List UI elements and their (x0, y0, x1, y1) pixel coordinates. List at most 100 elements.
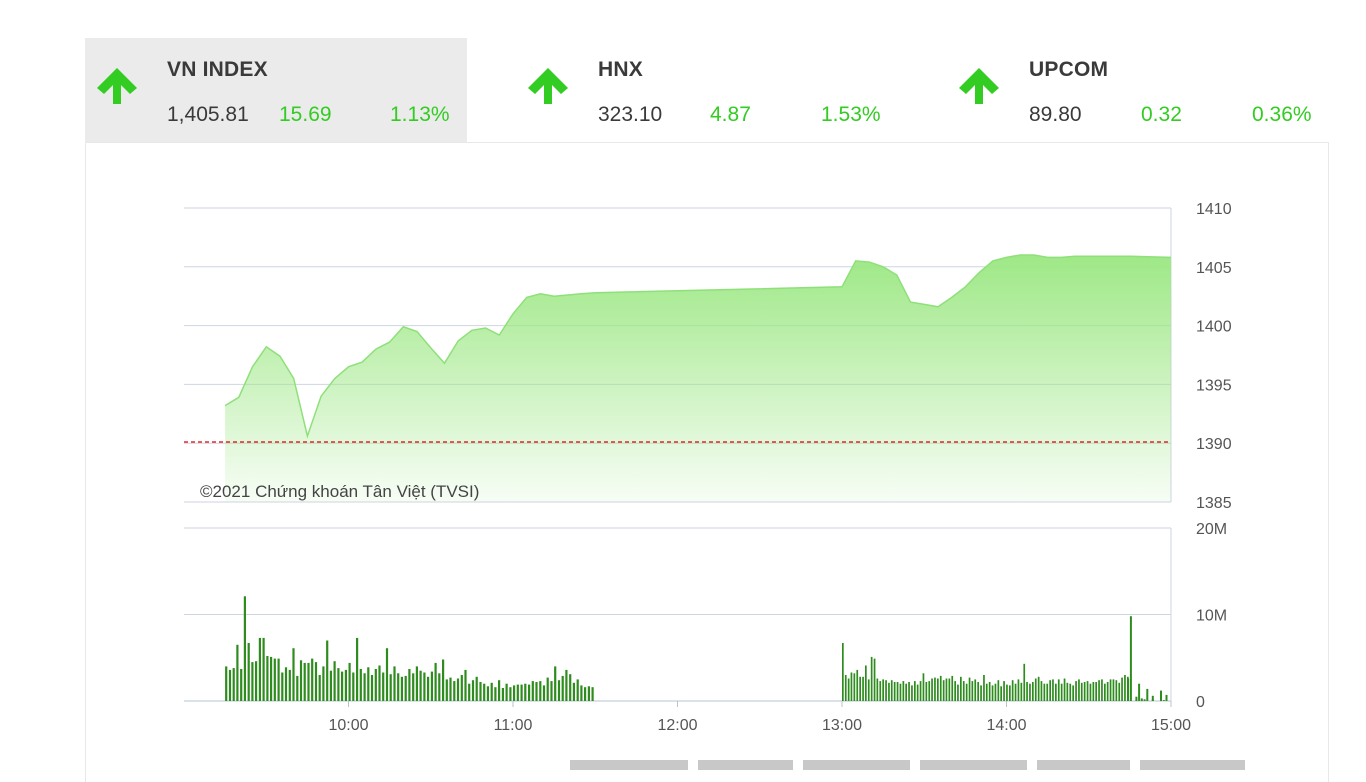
volume-bar (1140, 698, 1143, 701)
range-button-5[interactable] (1037, 760, 1130, 770)
volume-tick-label: 0 (1196, 694, 1205, 711)
range-button-1[interactable] (570, 760, 688, 770)
volume-bar (951, 675, 954, 701)
price-line (224, 254, 1172, 439)
volume-bar (954, 681, 956, 701)
volume-bar (565, 669, 568, 701)
volume-bar (389, 674, 392, 701)
volume-bar (1003, 681, 1005, 701)
volume-bar (292, 648, 295, 701)
volume-bar (1026, 682, 1028, 701)
index-value: 1,405.81 (167, 103, 249, 126)
index-value: 89.80 (1029, 103, 1082, 126)
volume-bar (486, 686, 489, 701)
volume-bar (905, 683, 907, 701)
volume-bar (873, 658, 876, 701)
volume-bar (299, 660, 303, 701)
volume-bar (856, 669, 859, 701)
volume-bar (288, 669, 291, 701)
time-tick-label: 12:00 (657, 717, 697, 734)
range-button-6[interactable] (1140, 760, 1245, 770)
volume-bar (228, 669, 232, 701)
volume-bar (1023, 663, 1026, 701)
volume-bar (960, 676, 962, 701)
volume-bar (965, 683, 968, 701)
volume-bar (1098, 680, 1100, 701)
volume-bar (468, 683, 471, 701)
volume-bar (896, 682, 899, 701)
volume-bar (1151, 695, 1154, 701)
tab-vn-index[interactable]: VN INDEX 1,405.81 15.69 1.13% (85, 38, 467, 142)
volume-bar (415, 666, 418, 701)
volume-tick-label: 20M (1196, 521, 1227, 538)
volume-bar (974, 679, 977, 701)
volume-bar (1083, 682, 1086, 701)
volume-bar (337, 668, 340, 701)
up-arrow-icon (528, 68, 568, 104)
volume-bar (1055, 683, 1057, 701)
volume-bar (1040, 681, 1043, 701)
volume-bar (490, 682, 493, 701)
volume-bar (862, 676, 864, 701)
range-button-2[interactable] (698, 760, 793, 770)
volume-bar (318, 675, 321, 701)
volume-bar (1127, 678, 1130, 701)
range-button-4[interactable] (920, 760, 1027, 770)
volume-bar (344, 669, 347, 701)
volume-bar (876, 678, 879, 701)
volume-bar (262, 637, 265, 701)
volume-bar (273, 658, 276, 701)
volume-bar (251, 662, 254, 701)
volume-bar (1072, 685, 1074, 701)
volume-bar (1101, 679, 1103, 701)
volume-bar (942, 680, 945, 701)
volume-bar (957, 684, 959, 701)
volume-tick-label: 10M (1196, 608, 1227, 625)
volume-bar (326, 640, 329, 701)
volume-bar (322, 666, 325, 701)
volume-bar (908, 682, 910, 701)
volume-bar (1112, 679, 1115, 701)
volume-bar (1135, 696, 1138, 701)
volume-bar (1160, 690, 1162, 701)
volume-bar (1037, 676, 1040, 701)
volume-bar (438, 673, 441, 701)
volume-bar (587, 686, 590, 701)
tab-upcom[interactable]: UPCOM 89.80 0.32 0.36% (947, 38, 1329, 142)
volume-bar (1017, 679, 1020, 701)
volume-bar (393, 666, 396, 701)
volume-bar (445, 679, 448, 701)
volume-bar (842, 643, 844, 701)
range-button-3[interactable] (803, 760, 910, 770)
index-percent: 1.13% (390, 103, 450, 126)
volume-bar (1165, 694, 1168, 701)
volume-bar (962, 681, 965, 701)
volume-bar (865, 665, 867, 701)
index-change: 15.69 (279, 103, 332, 126)
volume-bar (882, 679, 884, 701)
volume-bar (1143, 699, 1146, 701)
volume-bar (945, 678, 948, 701)
tab-hnx[interactable]: HNX 323.10 4.87 1.53% (516, 38, 898, 142)
volume-bar (914, 681, 916, 701)
volume-bar (980, 685, 982, 701)
volume-bar (1011, 680, 1014, 701)
volume-bar (1009, 685, 1011, 701)
volume-bar (296, 675, 299, 701)
volume-bar (277, 658, 280, 701)
volume-bar (539, 681, 542, 701)
volume-bar (1115, 680, 1118, 701)
volume-bar (1057, 679, 1060, 701)
volume-bar (281, 672, 284, 701)
volume-bar (423, 672, 426, 701)
volume-bar (535, 682, 538, 701)
volume-bar (994, 683, 997, 701)
volume-bar (542, 685, 546, 701)
volume-bar (1078, 679, 1080, 701)
index-tabs: VN INDEX 1,405.81 15.69 1.13% HNX 323.10… (85, 38, 1330, 142)
price-tick-label: 1390 (1196, 436, 1232, 453)
volume-bar (893, 682, 896, 701)
volume-bar (925, 682, 928, 701)
volume-bar (968, 677, 971, 701)
